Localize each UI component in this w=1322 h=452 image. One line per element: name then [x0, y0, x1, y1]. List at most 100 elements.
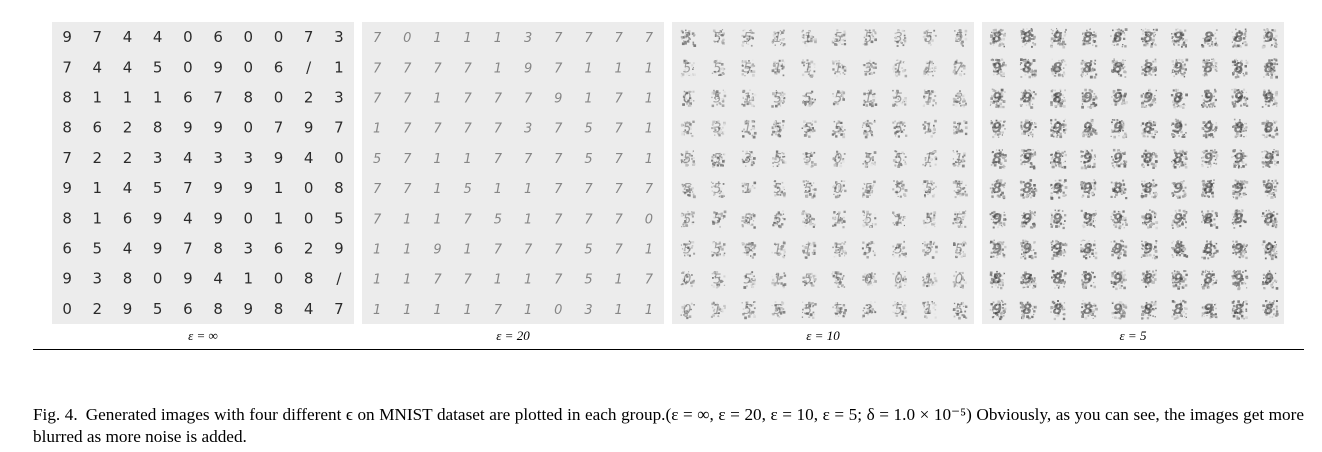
generated-digit: 7 [464, 212, 473, 227]
generated-digit: 0 [645, 212, 653, 227]
generated-digit: 5 [741, 212, 756, 229]
generated-digit-glyph: 9 [1143, 211, 1153, 227]
generated-digit-glyph: 8 [1143, 272, 1153, 288]
generated-digit: 8 [1263, 58, 1279, 79]
generated-digit-glyph: 8 [992, 181, 1002, 197]
generated-digit-glyph: 2 [93, 149, 103, 167]
generated-digit: 3 [711, 120, 726, 137]
generated-digit-glyph: 1 [403, 303, 411, 318]
generated-digit-glyph: 5 [925, 243, 933, 258]
generated-digit: 1 [433, 152, 441, 167]
caption-text: Generated images with four different ϵ o… [33, 405, 1304, 446]
generated-digit-glyph: 0 [834, 152, 842, 167]
generated-digit-glyph: 3 [93, 270, 103, 288]
generated-digit: 5 [922, 240, 938, 259]
generated-digit-glyph: 8 [1173, 151, 1183, 167]
generated-digit: 9 [990, 119, 1006, 139]
generated-digit-glyph: 9 [1204, 91, 1214, 107]
generated-digit: 0 [244, 58, 254, 76]
generated-digit-glyph: 5 [743, 61, 751, 76]
generated-digit-glyph: 7 [615, 182, 624, 197]
generated-digit-glyph: 1 [615, 61, 623, 76]
generated-digit: 9 [1081, 270, 1096, 290]
generated-digit-glyph: 7 [494, 303, 503, 318]
generated-digit-glyph: 7 [213, 89, 223, 107]
generated-digit-glyph: 9 [213, 58, 223, 76]
generated-digit-glyph: 1 [274, 209, 284, 227]
generated-digit-glyph: 1 [464, 152, 472, 167]
generated-digit-glyph: 8 [992, 30, 1002, 46]
generated-digit-glyph: 7 [464, 122, 473, 137]
generated-digit-glyph: 5 [955, 31, 963, 46]
generated-digit-glyph: 1 [584, 61, 592, 76]
generated-digit-glyph: 7 [524, 92, 533, 107]
generated-digit: 7 [62, 58, 72, 76]
generated-digit-glyph: 8 [1113, 60, 1123, 76]
generated-digit: 4 [213, 270, 223, 288]
generated-digit-glyph: 7 [524, 243, 533, 258]
generated-digit: 3 [801, 210, 816, 228]
generated-digit: 7 [433, 122, 442, 137]
generated-digit: 9 [1201, 88, 1217, 109]
generated-digit: 7 [554, 182, 563, 197]
generated-digit: 7 [494, 152, 503, 167]
generated-digit-glyph: 7 [584, 212, 593, 227]
generated-digit: 0 [244, 209, 254, 227]
generated-digit-glyph: 7 [494, 92, 503, 107]
generated-digit-glyph: 5 [804, 182, 812, 197]
generated-digit: 5 [801, 301, 817, 319]
generated-digit: 8 [1261, 119, 1279, 139]
generated-digit: 8 [62, 209, 72, 227]
generated-digit: 0 [153, 270, 163, 288]
generated-digit-glyph: 1 [93, 89, 103, 107]
generated-digit-glyph: 5 [834, 243, 842, 258]
generated-digit: 0 [862, 272, 877, 288]
generated-digit-glyph: 9 [1264, 91, 1274, 107]
generated-digit: 9 [213, 58, 223, 76]
generated-digit: 9 [274, 149, 284, 167]
generated-digit: 0 [304, 209, 314, 227]
generated-digit: 5 [771, 90, 786, 108]
generated-digit: 1 [862, 89, 878, 108]
figure-divider [33, 349, 1304, 350]
generated-digit: 8 [334, 179, 344, 197]
generated-digit: 9 [1050, 239, 1068, 260]
generated-digit-glyph: 1 [373, 122, 381, 137]
generated-digit: 9 [1111, 88, 1128, 107]
generated-digit: 0 [680, 271, 695, 288]
generated-digit: 0 [892, 271, 907, 289]
generated-digit-glyph: 7 [554, 61, 563, 76]
generated-digit-glyph: 1 [834, 212, 842, 227]
generated-digit: 5 [680, 210, 695, 227]
generated-digit-glyph: 0 [894, 273, 902, 288]
generated-digit: 9 [1171, 180, 1187, 199]
generated-digit-glyph: 9 [1173, 30, 1183, 46]
generated-digit: 8 [1231, 58, 1249, 79]
generated-digit: 7 [464, 61, 473, 76]
generated-digit-glyph: 5 [864, 122, 872, 137]
generated-digit-glyph: 9 [183, 270, 193, 288]
generated-digit-glyph: 9 [1143, 242, 1153, 258]
generated-digit-glyph: 9 [274, 149, 284, 167]
generated-digit-glyph: 1 [925, 61, 933, 76]
generated-digit: 9 [1171, 118, 1187, 138]
generated-digit-glyph: 1 [433, 152, 441, 167]
generated-digit-glyph: 0 [834, 182, 842, 197]
generated-digit-glyph: 0 [274, 89, 284, 107]
generated-digit: 7 [433, 61, 442, 76]
generated-digit: 8 [1050, 150, 1067, 169]
generated-digit: 5 [952, 180, 968, 199]
generated-digit: 1 [892, 59, 908, 78]
generated-digit-glyph: 5 [774, 122, 782, 137]
generated-digit-glyph: 3 [244, 240, 254, 258]
generated-digit: 3 [93, 270, 103, 288]
generated-digit-glyph: 8 [1264, 121, 1274, 137]
generated-digit: 7 [433, 273, 442, 288]
generated-digit: 1 [615, 61, 623, 76]
generated-digit-glyph: 5 [864, 31, 872, 46]
generated-digit-glyph: 8 [62, 89, 72, 107]
generated-digit-glyph: 7 [334, 300, 344, 318]
generated-digit-glyph: 0 [304, 179, 314, 197]
generated-digit-glyph: 9 [1234, 151, 1244, 167]
generated-digit-glyph: 7 [373, 92, 382, 107]
